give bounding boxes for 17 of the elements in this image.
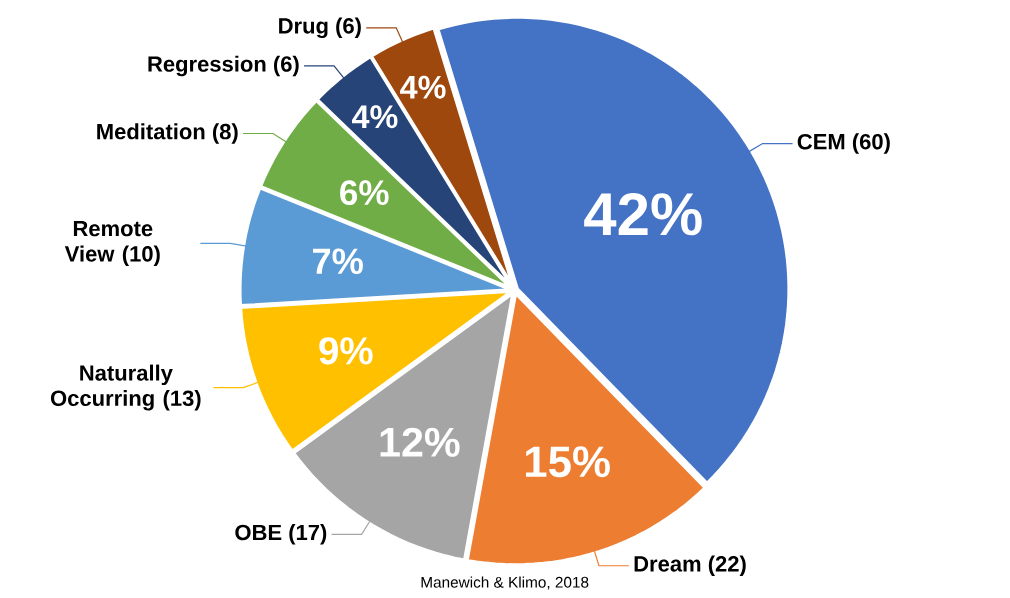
slice-label: CEM (60) [797,133,890,154]
slice-label: OBE (17) [235,524,327,545]
data-label: 15% [525,446,610,478]
data-label: 4% [352,105,398,129]
data-label: 4% [400,75,446,99]
data-label: 7% [313,248,363,274]
data-label: 42% [584,193,702,236]
slice-label: Regression (6) [148,55,299,77]
data-label: 12% [380,427,460,457]
legend-label: Remote View (10) [64,220,160,266]
data-label: 9% [319,337,373,365]
slice-label: Naturally Occurring (13) [50,364,201,411]
slice-label: Drug (6) [279,17,361,39]
slice-label: Meditation (8) [97,123,238,144]
text: Manewich & Klimo, 2018 [421,576,589,590]
slice-label: Dream (22) [634,555,746,576]
data-label: 6% [340,180,389,206]
